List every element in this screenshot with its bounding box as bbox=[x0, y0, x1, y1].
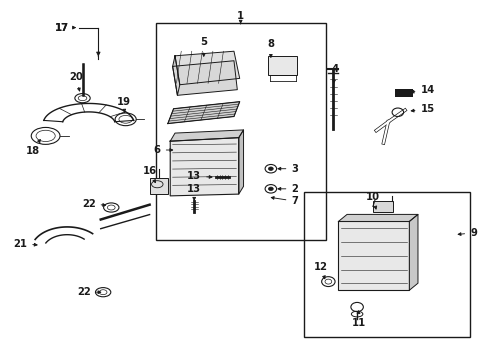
Polygon shape bbox=[338, 215, 417, 221]
Bar bbox=[156, 23, 325, 240]
Text: 8: 8 bbox=[267, 39, 274, 57]
Text: 1: 1 bbox=[237, 11, 244, 24]
Text: 15: 15 bbox=[410, 104, 434, 114]
Text: 22: 22 bbox=[81, 199, 105, 209]
Circle shape bbox=[268, 187, 273, 190]
Text: 4: 4 bbox=[331, 64, 338, 83]
Polygon shape bbox=[170, 138, 238, 196]
Text: 10: 10 bbox=[365, 192, 379, 209]
Text: 17: 17 bbox=[54, 23, 75, 33]
Text: 22: 22 bbox=[77, 287, 101, 297]
Text: 12: 12 bbox=[313, 262, 327, 279]
Polygon shape bbox=[172, 56, 180, 95]
Bar bbox=[149, 178, 167, 194]
Text: 6: 6 bbox=[153, 145, 172, 155]
Polygon shape bbox=[167, 102, 239, 123]
Circle shape bbox=[268, 167, 273, 171]
Polygon shape bbox=[170, 130, 243, 141]
Text: 14: 14 bbox=[410, 85, 434, 95]
Bar bbox=[372, 201, 392, 212]
Polygon shape bbox=[172, 61, 237, 95]
Text: 5: 5 bbox=[200, 37, 207, 56]
Bar bbox=[304, 192, 469, 337]
Text: 18: 18 bbox=[25, 140, 40, 156]
Text: 2: 2 bbox=[277, 184, 298, 194]
Polygon shape bbox=[175, 51, 239, 85]
Text: 3: 3 bbox=[277, 164, 298, 174]
Text: 7: 7 bbox=[271, 196, 298, 206]
Text: 13: 13 bbox=[187, 171, 211, 181]
Text: 21: 21 bbox=[13, 239, 37, 248]
Text: 19: 19 bbox=[117, 97, 130, 112]
Polygon shape bbox=[408, 215, 417, 290]
Text: 20: 20 bbox=[69, 72, 82, 91]
Text: 16: 16 bbox=[142, 166, 156, 183]
Bar bbox=[268, 56, 297, 75]
Text: 17: 17 bbox=[54, 23, 68, 33]
Text: 11: 11 bbox=[351, 311, 365, 328]
Polygon shape bbox=[238, 130, 243, 194]
Text: 9: 9 bbox=[457, 228, 476, 238]
Bar bbox=[338, 221, 408, 290]
Text: 13: 13 bbox=[187, 184, 201, 200]
